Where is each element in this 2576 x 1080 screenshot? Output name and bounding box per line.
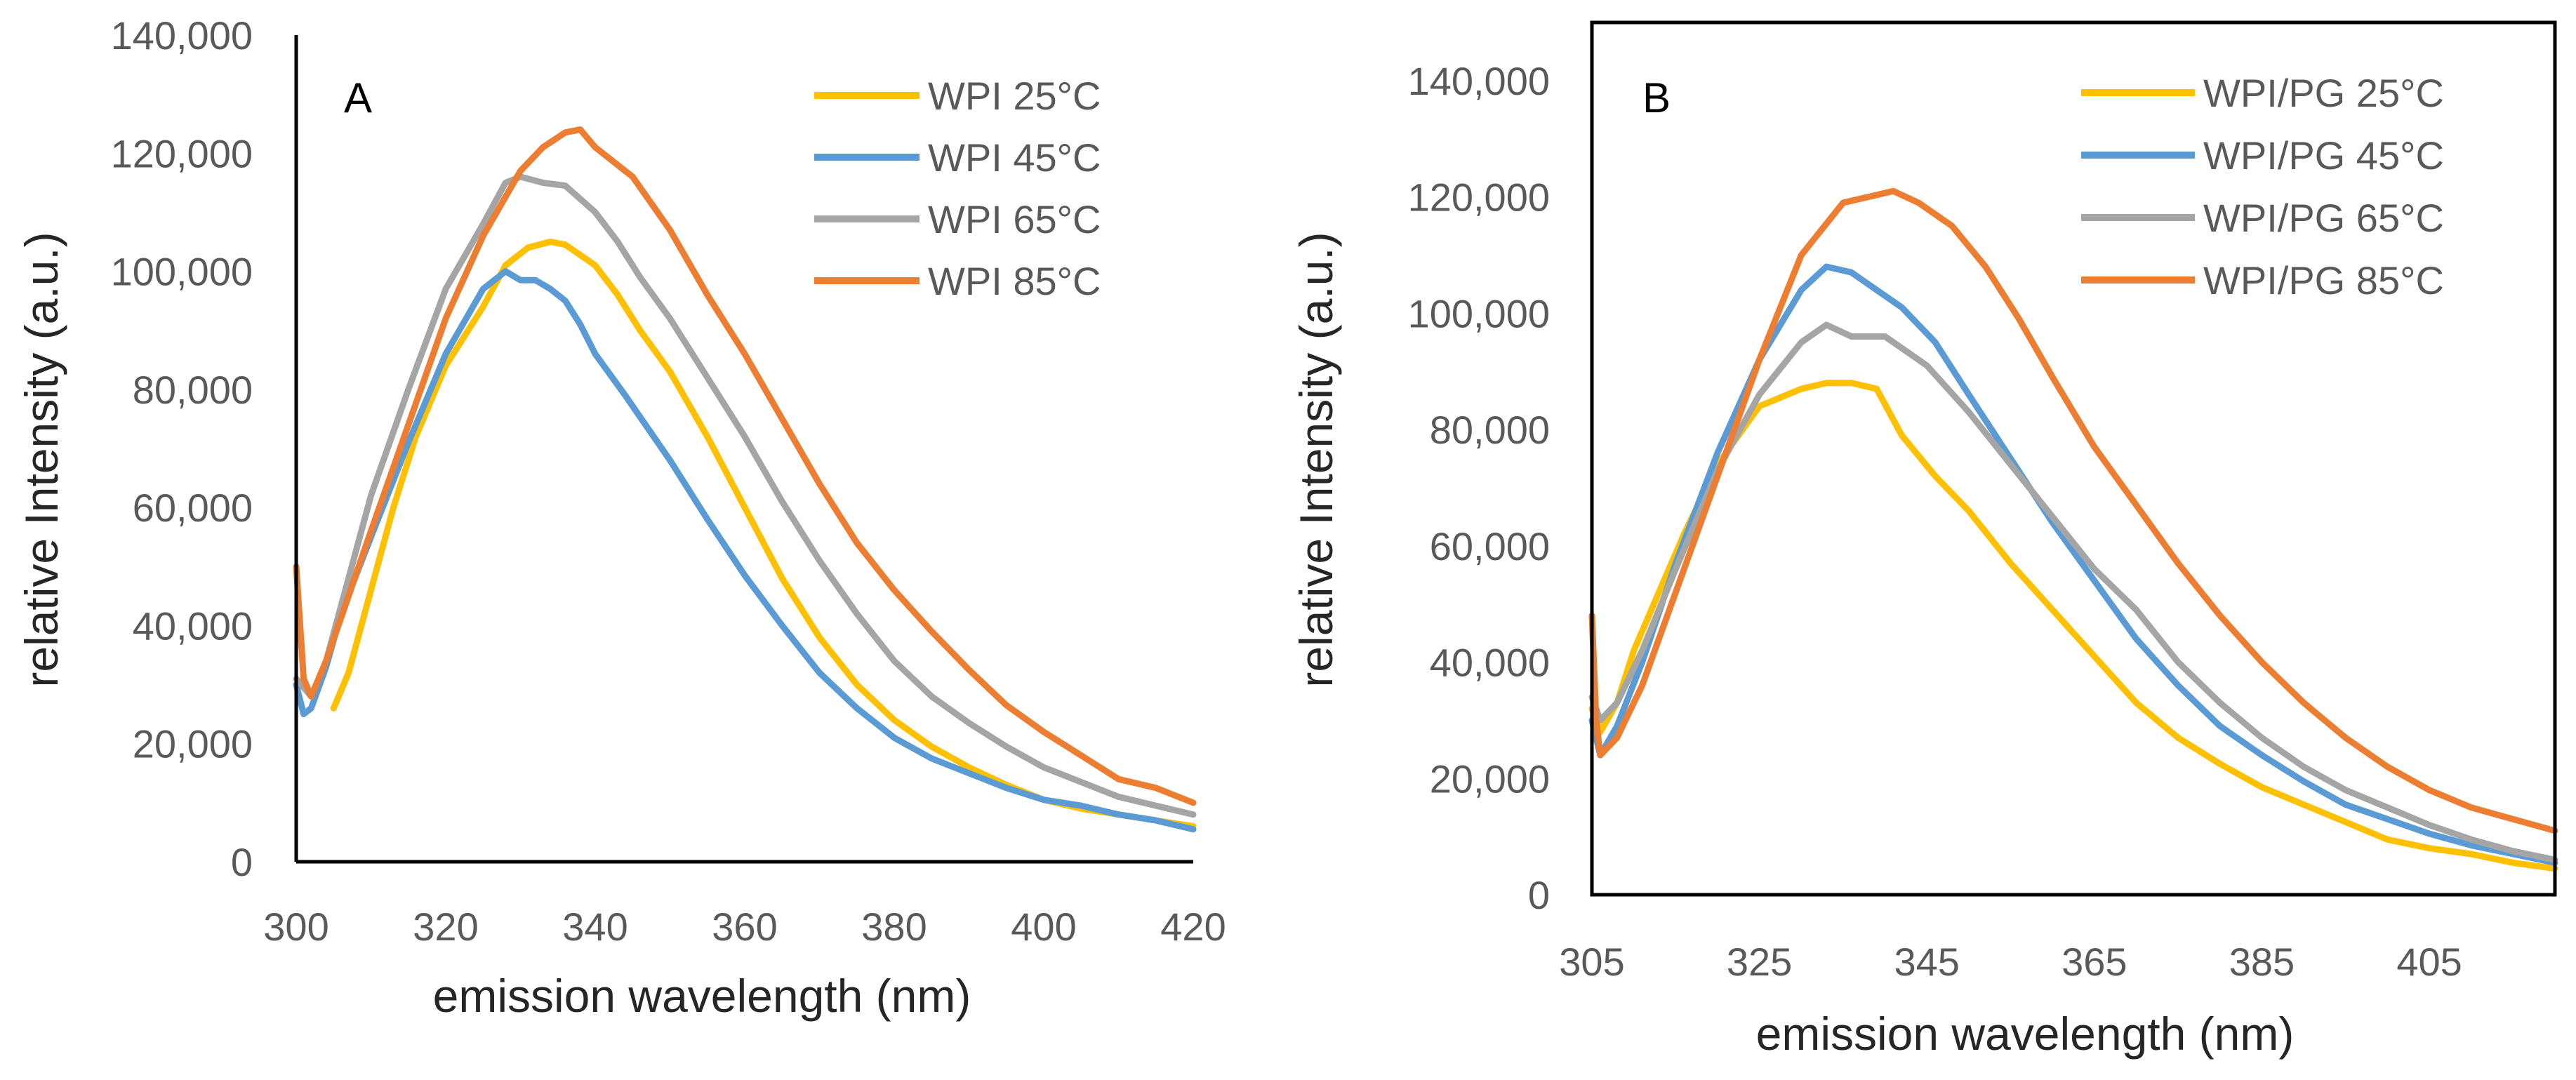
panel-a-y-tick-label: 40,000	[133, 604, 253, 648]
panel-a-legend-label: WPI 25°C	[928, 74, 1101, 118]
panel-b-legend-label: WPI/PG 65°C	[2203, 196, 2444, 240]
panel-b-y-tick-label: 140,000	[1408, 59, 1550, 103]
panel-a-y-tick-label: 60,000	[133, 486, 253, 530]
panel-b-y-axis-title: relative Intensity (a.u.)	[1290, 232, 1342, 687]
panel-a-y-ticks: 0 20,000 40,000 60,000 80,000 100,000 120,000 1…	[111, 13, 253, 884]
panel-b-y-ticks: 0 20,000 40,000 60,000 80,000 100,000 120,000 1…	[1408, 59, 1550, 917]
panel-a-series-line	[293, 173, 1197, 818]
panel-b-x-tick-label: 345	[1894, 940, 1959, 984]
panel-b-x-tick-label: 365	[2062, 940, 2127, 984]
panel-b-x-axis-title: emission wavelength (nm)	[1756, 1008, 2295, 1060]
panel-a-x-tick-label: 400	[1011, 905, 1076, 949]
panel-b: 0 20,000 40,000 60,000 80,000 100,000 120,000 1…	[1290, 20, 2558, 1060]
panel-b-y-tick-label: 40,000	[1430, 641, 1550, 685]
panel-a-series-line	[293, 126, 1197, 806]
panel-a-x-axis-title: emission wavelength (nm)	[433, 970, 971, 1022]
panel-b-label: B	[1642, 74, 1671, 121]
panel-b-legend: WPI/PG 25°C WPI/PG 45°C WPI/PG 65°C WPI/PG …	[2081, 71, 2444, 302]
panel-b-legend-label: WPI/PG 45°C	[2203, 133, 2444, 178]
panel-a-x-tick-label: 420	[1160, 905, 1226, 949]
panel-b-y-tick-label: 60,000	[1430, 524, 1550, 568]
panel-a-legend-label: WPI 45°C	[928, 135, 1101, 180]
panel-a-x-ticks: 300 320 340 360 380 400 420	[263, 905, 1226, 949]
panel-b-plot-frame	[1590, 20, 2557, 897]
panel-a-x-tick-label: 380	[861, 905, 927, 949]
panel-a-y-tick-label: 0	[231, 840, 253, 884]
panel-b-y-tick-label: 120,000	[1408, 175, 1550, 220]
panel-b-series	[1588, 187, 2558, 872]
panel-a-y-tick-label: 20,000	[133, 722, 253, 766]
panel-b-x-tick-label: 325	[1727, 940, 1792, 984]
panel-a-series	[293, 126, 1197, 833]
panel-a-x-tick-label: 300	[263, 905, 328, 949]
panel-b-x-tick-label: 305	[1559, 940, 1624, 984]
panel-a-y-tick-label: 140,000	[111, 13, 253, 58]
panel-b-series-line	[1588, 321, 2558, 863]
panel-a-x-tick-label: 360	[712, 905, 777, 949]
panel-b-y-tick-label: 80,000	[1430, 408, 1550, 452]
panel-a-y-tick-label: 80,000	[133, 368, 253, 412]
panel-a-x-tick-label: 320	[413, 905, 478, 949]
panel-b-series-line	[1588, 380, 2558, 872]
panel-b-x-tick-label: 385	[2229, 940, 2295, 984]
panel-a-label: A	[344, 74, 372, 121]
panel-a-y-tick-label: 100,000	[111, 250, 253, 294]
panel-a-legend-label: WPI 65°C	[928, 197, 1101, 241]
panel-b-x-tick-label: 405	[2396, 940, 2462, 984]
panel-b-y-tick-label: 0	[1528, 873, 1550, 917]
panel-b-y-tick-label: 100,000	[1408, 291, 1550, 335]
panel-b-series-line	[1588, 263, 2558, 866]
panel-a-legend: WPI 25°C WPI 45°C WPI 65°C WPI 85°C	[814, 74, 1101, 303]
panel-a-y-axis-title: relative Intensity (a.u.)	[15, 232, 67, 687]
panel-b-legend-label: WPI/PG 25°C	[2203, 71, 2444, 115]
panel-a-legend-label: WPI 85°C	[928, 259, 1101, 303]
panel-a-x-tick-label: 340	[562, 905, 628, 949]
panel-b-x-ticks: 305 325 345 365 385 405	[1559, 940, 2462, 984]
panel-a-y-tick-label: 120,000	[111, 131, 253, 175]
panel-a: 0 20,000 40,000 60,000 80,000 100,000 120,000 1…	[15, 13, 1226, 1022]
panel-b-series-line	[1588, 187, 2558, 834]
panel-b-legend-label: WPI/PG 85°C	[2203, 258, 2444, 302]
panel-b-y-tick-label: 20,000	[1430, 756, 1550, 801]
